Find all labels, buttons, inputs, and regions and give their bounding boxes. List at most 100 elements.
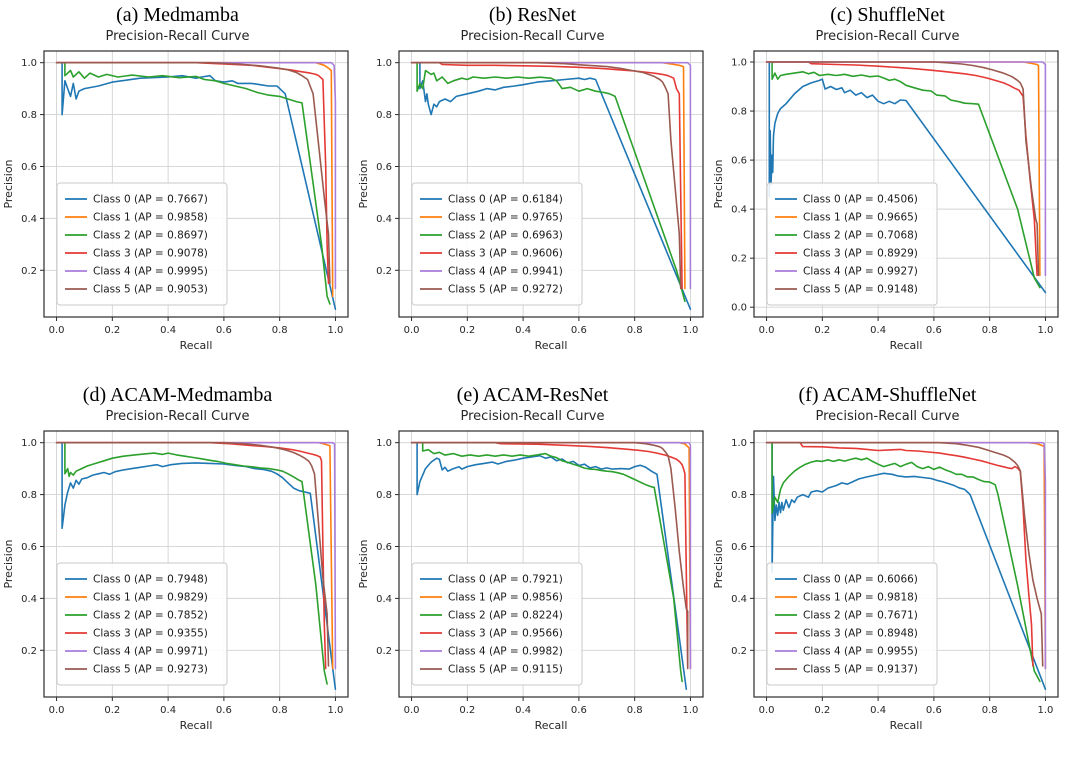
x-tick-label: 0.2 [814,325,830,336]
x-tick-label: 0.4 [870,705,886,716]
y-axis-label: Precision [2,160,15,209]
curve-class-2 [770,442,1041,683]
x-tick-label: 0.6 [215,325,231,336]
panel-f: (f) ACAM-ShuffleNet Precision-Recall Cur… [710,380,1065,761]
legend-label-class-4: Class 4 (AP = 0.9971) [93,646,208,658]
x-tick-label: 0.2 [104,325,120,336]
curves-group [765,442,1046,691]
pr-plot-svg-0: 0.0 0.2 0.4 0.6 0.8 1.0 0.2 0.4 0.6 0.8 1.0 Recall P… [2,50,349,352]
pr-plot-svg-1: 0.0 0.2 0.4 0.6 0.8 1.0 0.2 0.4 0.6 0.8 1.0 Recall P… [357,50,704,352]
x-tick-label: 0.4 [160,705,176,716]
x-tick-label: 0.0 [758,325,774,336]
y-tick-label: 0.6 [21,542,37,553]
legend-label-class-3: Class 3 (AP = 0.9078) [93,248,208,260]
y-tick-label: 1.0 [731,438,747,449]
legend-label-class-0: Class 0 (AP = 0.7948) [93,574,208,586]
panel-caption-e: (e) ACAM-ResNet [456,384,609,406]
curve-class-0 [415,442,687,691]
y-tick-label: 1.0 [21,58,37,69]
curves-group [765,61,1046,294]
y-tick-label: 0.4 [21,594,37,605]
pr-plot-a: 0.0 0.2 0.4 0.6 0.8 1.0 0.2 0.4 0.6 0.8 1.0 Recall P… [2,45,354,367]
y-tick-label: 0.4 [731,205,747,216]
legend-box [56,562,227,686]
legend-label-class-5: Class 5 (AP = 0.9148) [803,284,918,296]
plot-title-a: Precision-Recall Curve [105,29,250,44]
pr-plot-f: 0.0 0.2 0.4 0.6 0.8 1.0 0.2 0.4 0.6 0.8 1.0 Recall P… [712,425,1064,747]
legend-box [411,182,582,306]
legend-label-class-1: Class 1 (AP = 0.9665) [803,212,918,224]
plot-title-e: Precision-Recall Curve [460,409,605,424]
legend-label-class-4: Class 4 (AP = 0.9995) [93,266,208,278]
legend-label-class-3: Class 3 (AP = 0.9606) [448,248,563,260]
panel-caption-d: (d) ACAM-Medmamba [82,384,273,406]
x-tick-label: 0.2 [104,705,120,716]
legend-label-class-2: Class 2 (AP = 0.7068) [803,230,918,242]
pr-plot-d: 0.0 0.2 0.4 0.6 0.8 1.0 0.2 0.4 0.6 0.8 1.0 Recall P… [2,425,354,747]
x-tick-label: 0.0 [758,705,774,716]
panel-b: (b) ResNet Precision-Recall Curve 0.0 0.2… [355,0,710,380]
x-tick-label: 0.2 [814,705,830,716]
curve-class-0 [767,61,1046,294]
x-tick-label: 1.0 [682,325,698,336]
y-tick-label: 0.4 [376,214,392,225]
curve-class-0 [418,62,691,311]
curve-class-5 [765,61,1039,277]
y-tick-label: 0.2 [376,266,392,277]
legend-label-class-5: Class 5 (AP = 0.9053) [93,284,208,296]
legend-label-class-1: Class 1 (AP = 0.9858) [93,212,208,224]
y-tick-label: 0.8 [21,110,37,121]
curve-class-3 [55,442,327,670]
y-tick-label: 0.8 [731,490,747,501]
y-tick-label: 0.8 [731,107,747,118]
y-tick-label: 0.2 [21,266,37,277]
x-tick-label: 0.8 [981,325,997,336]
y-tick-label: 0.6 [21,162,37,173]
legend-label-class-1: Class 1 (AP = 0.9856) [448,592,563,604]
x-tick-label: 0.8 [271,705,287,716]
y-axis-label: Precision [2,540,15,589]
y-tick-label: 1.0 [376,438,392,449]
curves-group [410,62,691,311]
pr-plot-c: 0.0 0.2 0.4 0.6 0.8 1.0 0.0 0.2 0.4 0.6 0.8 1.0 Reca… [712,45,1064,367]
curve-class-0 [60,442,336,691]
curve-class-5 [410,62,682,290]
x-tick-label: 0.4 [515,705,531,716]
x-tick-label: 0.0 [48,705,64,716]
curve-class-5 [55,62,331,285]
pr-plot-svg-3: 0.0 0.2 0.4 0.6 0.8 1.0 0.2 0.4 0.6 0.8 1.0 Recall P… [2,430,349,732]
y-tick-label: 1.0 [376,58,392,69]
axes-box [752,430,1059,698]
x-axis-label: Recall [889,339,922,352]
x-tick-label: 0.6 [570,325,586,336]
curve-class-5 [410,442,689,670]
axes-box [397,430,704,698]
pr-plot-e: 0.0 0.2 0.4 0.6 0.8 1.0 0.2 0.4 0.6 0.8 1.0 Recall P… [357,425,709,747]
x-tick-label: 0.4 [870,325,886,336]
x-tick-label: 1.0 [682,705,698,716]
y-tick-label: 0.2 [376,646,392,657]
y-tick-label: 1.0 [731,58,747,69]
legend-label-class-3: Class 3 (AP = 0.8948) [803,628,918,640]
panel-c: (c) ShuffleNet Precision-Recall Curve 0.… [710,0,1065,380]
legend-label-class-0: Class 0 (AP = 0.4506) [803,194,918,206]
y-tick-label: 0.4 [21,214,37,225]
y-tick-label: 0.4 [376,594,392,605]
x-tick-label: 0.8 [981,705,997,716]
y-axis-label: Precision [712,540,725,589]
legend-label-class-1: Class 1 (AP = 0.9829) [93,592,208,604]
y-tick-label: 0.6 [376,162,392,173]
x-tick-label: 1.0 [327,705,343,716]
x-axis-label: Recall [179,339,212,352]
legend-label-class-4: Class 4 (AP = 0.9982) [448,646,563,658]
axes-box [752,50,1059,318]
legend-label-class-5: Class 5 (AP = 0.9272) [448,284,563,296]
legend-box [56,182,227,306]
x-tick-label: 0.6 [925,325,941,336]
x-tick-label: 0.6 [215,705,231,716]
curve-class-4 [55,62,336,290]
legend-label-class-2: Class 2 (AP = 0.7671) [803,610,918,622]
legend-label-class-5: Class 5 (AP = 0.9273) [93,664,208,676]
curve-class-0 [770,442,1046,691]
